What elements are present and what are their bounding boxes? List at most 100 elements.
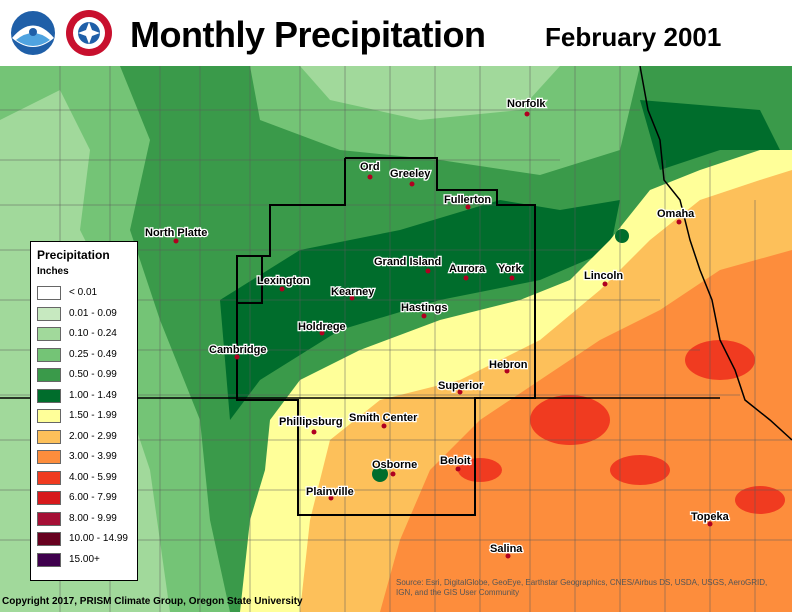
legend-label: 8.00 - 9.99 — [69, 512, 117, 524]
svg-text:Holdrege: Holdrege — [298, 321, 346, 333]
city-lincoln: Lincoln — [583, 269, 625, 287]
svg-text:Cambridge: Cambridge — [209, 344, 266, 356]
svg-text:Lincoln: Lincoln — [584, 270, 623, 282]
svg-text:Smith Center: Smith Center — [349, 412, 418, 424]
city-superior: Superior — [437, 379, 485, 395]
city-north-platte: North Platte — [144, 226, 209, 244]
city-phillipsburg: Phillipsburg — [278, 415, 344, 435]
legend-swatch — [37, 306, 61, 321]
city-aurora: Aurora — [448, 262, 487, 281]
city-beloit: Beloit — [439, 454, 472, 472]
svg-text:Lexington: Lexington — [257, 275, 310, 287]
legend-swatch — [37, 450, 61, 464]
legend-swatch — [37, 347, 61, 362]
city-greeley: Greeley — [389, 167, 432, 187]
legend-swatch — [37, 491, 61, 505]
legend-swatch — [37, 409, 61, 423]
legend-item: 6.00 - 7.99 — [37, 491, 137, 507]
legend-swatch — [37, 286, 61, 300]
city-markers: North Platte Ord Greeley Fullerton Norfo… — [144, 97, 731, 559]
legend-label: 0.25 - 0.49 — [69, 348, 117, 360]
copyright-text: Copyright 2017, PRISM Climate Group, Ore… — [2, 596, 303, 607]
legend-swatch — [37, 327, 61, 341]
legend-label: 1.50 - 1.99 — [69, 410, 117, 421]
svg-text:Hebron: Hebron — [489, 359, 528, 371]
precip-spot-100-149 — [372, 466, 388, 482]
legend: Precipitation Inches < 0.01 0.01 - 0.09 0.… — [30, 241, 138, 581]
precip-zone-010-024-north — [300, 66, 560, 120]
city-hebron: Hebron — [488, 358, 529, 374]
noaa-logo — [9, 9, 57, 57]
precip-zone-400-599-d — [735, 486, 785, 514]
city-grand-island: Grand Island — [373, 255, 443, 274]
city-osborne: Osborne — [371, 458, 418, 477]
city-hastings: Hastings — [400, 301, 449, 319]
page-subtitle: February 2001 — [545, 22, 722, 52]
legend-item: 1.50 - 1.99 — [37, 409, 137, 425]
city-omaha: Omaha — [656, 207, 696, 225]
precip-zone-400-599-c — [610, 455, 670, 485]
svg-text:Phillipsburg: Phillipsburg — [279, 416, 343, 428]
svg-text:York: York — [498, 263, 523, 275]
city-topeka: Topeka — [690, 510, 731, 527]
svg-text:Grand Island: Grand Island — [374, 256, 441, 268]
legend-swatch — [37, 429, 61, 444]
page-title: Monthly Precipitation — [130, 14, 486, 55]
legend-label: 2.00 - 2.99 — [69, 430, 117, 442]
legend-item: 4.00 - 5.99 — [37, 470, 137, 487]
legend-label: 4.00 - 5.99 — [69, 471, 117, 483]
city-york: York — [497, 262, 524, 281]
legend-item: 0.25 - 0.49 — [37, 347, 137, 364]
legend-label: 1.00 - 1.49 — [69, 389, 117, 401]
legend-swatch — [37, 552, 61, 567]
svg-text:North Platte: North Platte — [145, 227, 207, 239]
legend-item: 8.00 - 9.99 — [37, 511, 137, 528]
legend-item: 0.01 - 0.09 — [37, 306, 137, 323]
legend-item: 2.00 - 2.99 — [37, 429, 137, 446]
legend-item: < 0.01 — [37, 286, 137, 302]
svg-text:Topeka: Topeka — [691, 511, 730, 523]
city-lexington: Lexington — [256, 274, 311, 292]
legend-label: 0.10 - 0.24 — [69, 328, 117, 339]
city-smith-center: Smith Center — [348, 411, 419, 429]
legend-item: 15.00+ — [37, 552, 137, 569]
svg-text:Norfolk: Norfolk — [507, 98, 546, 110]
legend-title: Precipitation — [37, 248, 110, 262]
forecast-area-outline — [236, 157, 536, 516]
legend-label: 0.01 - 0.09 — [69, 307, 117, 319]
city-ord: Ord — [359, 160, 381, 180]
legend-item: 10.00 - 14.99 — [37, 532, 137, 548]
precip-zone-400-599-b — [685, 340, 755, 380]
precip-zone-400-599-a — [530, 395, 610, 445]
city-fullerton: Fullerton — [443, 193, 493, 210]
legend-label: 10.00 - 14.99 — [69, 533, 128, 544]
svg-text:Plainville: Plainville — [306, 486, 354, 498]
legend-swatch — [37, 511, 61, 526]
legend-item: 0.10 - 0.24 — [37, 327, 137, 343]
legend-swatch — [37, 368, 61, 382]
precip-zone-100-149-ne — [640, 100, 780, 170]
legend-label: < 0.01 — [69, 287, 98, 298]
legend-swatch — [37, 388, 61, 403]
map-source-attribution: Source: Esri, DigitalGlobe, GeoEye, Eart… — [396, 578, 768, 597]
legend-label: 3.00 - 3.99 — [69, 451, 117, 462]
svg-text:Superior: Superior — [438, 380, 484, 392]
legend-item: 3.00 - 3.99 — [37, 450, 137, 466]
legend-label: 15.00+ — [69, 553, 100, 565]
svg-text:Greeley: Greeley — [390, 168, 431, 180]
legend-units: Inches — [37, 266, 69, 277]
svg-text:Beloit: Beloit — [440, 455, 471, 467]
legend-item: 1.00 - 1.49 — [37, 388, 137, 405]
missouri-river-boundary — [639, 66, 792, 441]
city-plainville: Plainville — [305, 485, 355, 501]
svg-text:Osborne: Osborne — [372, 459, 417, 471]
header: Monthly Precipitation February 2001 — [0, 0, 792, 66]
legend-swatch — [37, 532, 61, 546]
svg-text:Hastings: Hastings — [401, 302, 447, 314]
legend-item: 0.50 - 0.99 — [37, 368, 137, 384]
legend-label: 0.50 - 0.99 — [69, 369, 117, 380]
legend-label: 6.00 - 7.99 — [69, 492, 117, 503]
svg-text:Kearney: Kearney — [331, 286, 375, 298]
city-holdrege: Holdrege — [297, 320, 347, 336]
svg-text:Aurora: Aurora — [449, 263, 486, 275]
